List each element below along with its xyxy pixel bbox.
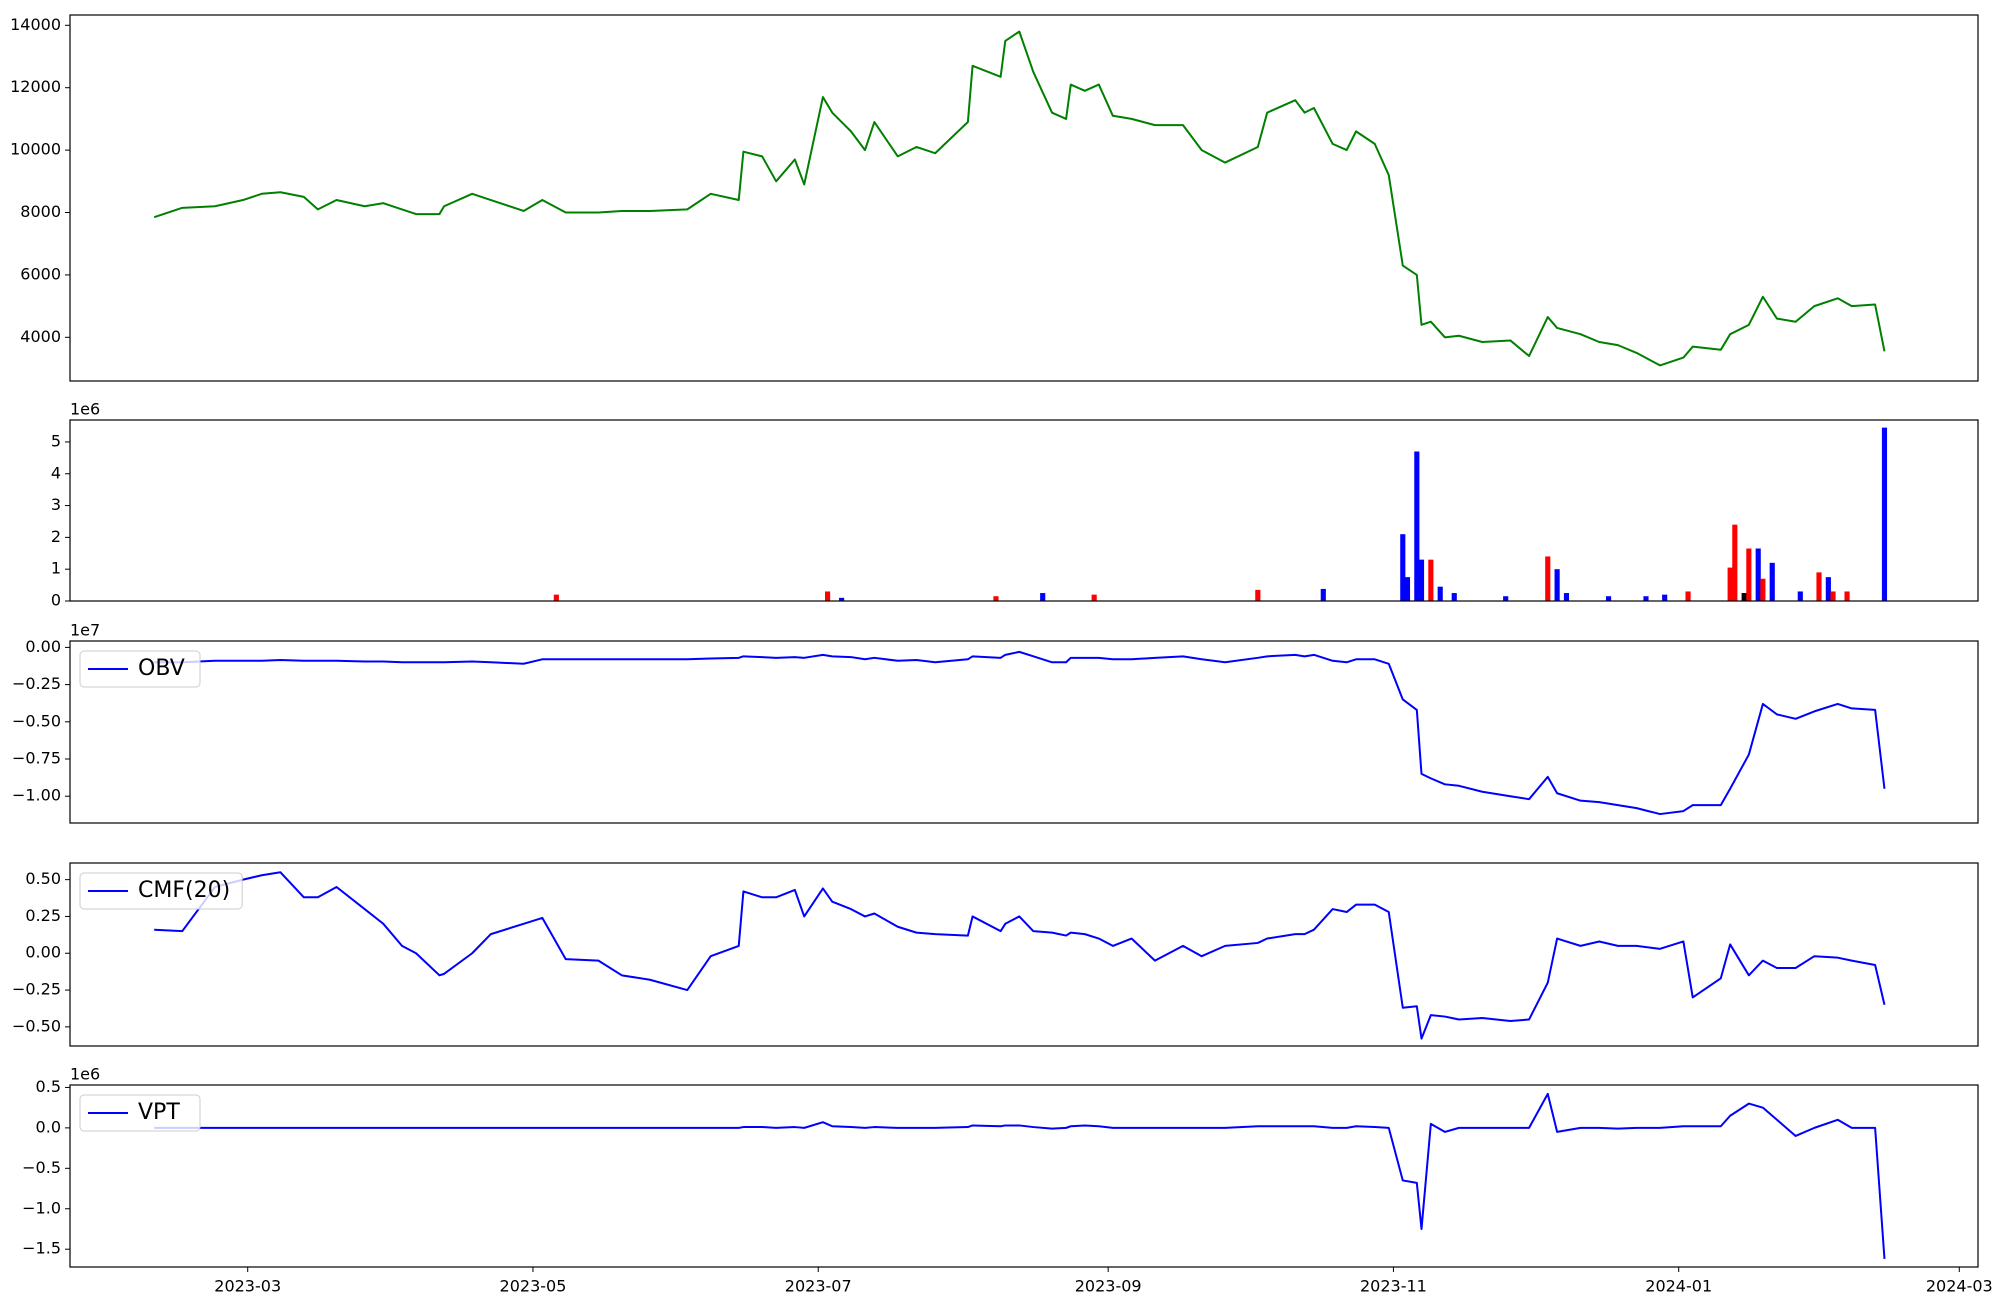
y-tick-label: −0.75 <box>12 749 61 768</box>
bar <box>1797 591 1803 601</box>
bar <box>1605 596 1612 601</box>
bar <box>1404 577 1411 601</box>
bar <box>1844 591 1850 601</box>
price-line <box>153 30 1886 367</box>
bar <box>1760 578 1766 601</box>
legend-box <box>79 872 243 910</box>
bar <box>1825 577 1831 601</box>
bar <box>825 591 831 601</box>
y-tick-label: 8000 <box>20 202 61 221</box>
y-tick-label: −0.25 <box>12 674 61 693</box>
x-tick-label: 2023-11 <box>1360 1277 1427 1296</box>
bar <box>1428 559 1434 601</box>
legend-box <box>79 1094 201 1132</box>
y-tick-label: −1.00 <box>12 786 61 805</box>
x-tick-label: 2023-05 <box>500 1277 567 1296</box>
bar <box>1554 569 1560 601</box>
bar <box>1732 524 1738 601</box>
legend-label: VPT <box>138 1100 180 1125</box>
bar <box>993 596 999 601</box>
bar <box>1400 534 1406 601</box>
axes-frame <box>69 419 1979 602</box>
bar <box>1545 556 1551 601</box>
bar <box>1746 548 1752 601</box>
bar <box>1769 562 1775 601</box>
axes-frame <box>69 640 1979 824</box>
y-tick-label: 1 <box>51 559 61 578</box>
y-tick-label: 0.00 <box>25 637 61 656</box>
x-tick-label: 2023-09 <box>1075 1277 1142 1296</box>
bar <box>1320 588 1326 601</box>
bar <box>1741 593 1747 601</box>
bar <box>1727 567 1733 601</box>
x-tick-label: 2023-07 <box>785 1277 852 1296</box>
offset-label: 1e6 <box>70 400 100 419</box>
y-tick-label: −0.5 <box>22 1158 61 1177</box>
y-tick-label: 0.0 <box>36 1117 61 1136</box>
bar <box>1755 548 1761 601</box>
series-line <box>154 871 1886 1040</box>
legend-label: CMF(20) <box>138 878 230 903</box>
offset-label: 1e6 <box>70 1065 100 1084</box>
offset-label: 1e7 <box>70 621 100 640</box>
bar <box>1091 594 1097 601</box>
bar <box>1255 589 1261 601</box>
y-tick-label: 4 <box>51 463 61 482</box>
x-tick-label: 2024-03 <box>1926 1277 1993 1296</box>
bar <box>1437 586 1443 601</box>
bar <box>1830 591 1836 601</box>
bar <box>1881 427 1888 601</box>
x-tick-label: 2024-01 <box>1645 1277 1712 1296</box>
y-tick-label: 5 <box>51 431 61 450</box>
bar <box>1451 593 1457 601</box>
y-tick-label: 0 <box>51 591 61 610</box>
y-tick-label: 14000 <box>10 15 61 34</box>
y-tick-label: 3 <box>51 495 61 514</box>
y-tick-label: 0.5 <box>36 1077 61 1096</box>
legend-label: OBV <box>138 656 185 681</box>
y-tick-label: −1.5 <box>22 1239 61 1258</box>
y-tick-label: 0.50 <box>25 869 61 888</box>
series-line <box>154 650 1886 816</box>
bar <box>1418 559 1425 601</box>
axes-frame <box>69 14 1979 382</box>
bar <box>839 597 845 601</box>
x-tick-label: 2023-03 <box>214 1277 281 1296</box>
y-tick-label: 10000 <box>10 140 61 159</box>
series-line <box>154 1092 1886 1259</box>
bar <box>1643 596 1649 601</box>
axes-frame <box>69 1084 1979 1268</box>
bar <box>1685 591 1691 601</box>
bar <box>1662 594 1668 601</box>
y-tick-label: 0.00 <box>25 943 61 962</box>
y-tick-label: −0.25 <box>12 980 61 999</box>
bar <box>1040 593 1046 601</box>
y-tick-label: 12000 <box>10 77 61 96</box>
bar <box>1414 451 1420 601</box>
legend-box <box>79 650 201 688</box>
bar <box>1563 593 1570 601</box>
y-tick-label: 2 <box>51 527 61 546</box>
y-tick-label: −1.0 <box>22 1198 61 1217</box>
y-tick-label: 6000 <box>20 264 61 283</box>
y-tick-label: −0.50 <box>12 711 61 730</box>
axes-frame <box>69 862 1979 1047</box>
bar <box>1503 596 1509 601</box>
y-tick-label: 4000 <box>20 327 61 346</box>
y-tick-label: −0.50 <box>12 1016 61 1035</box>
bar <box>553 594 559 601</box>
y-tick-label: 0.25 <box>25 906 61 925</box>
bar <box>1816 572 1822 601</box>
